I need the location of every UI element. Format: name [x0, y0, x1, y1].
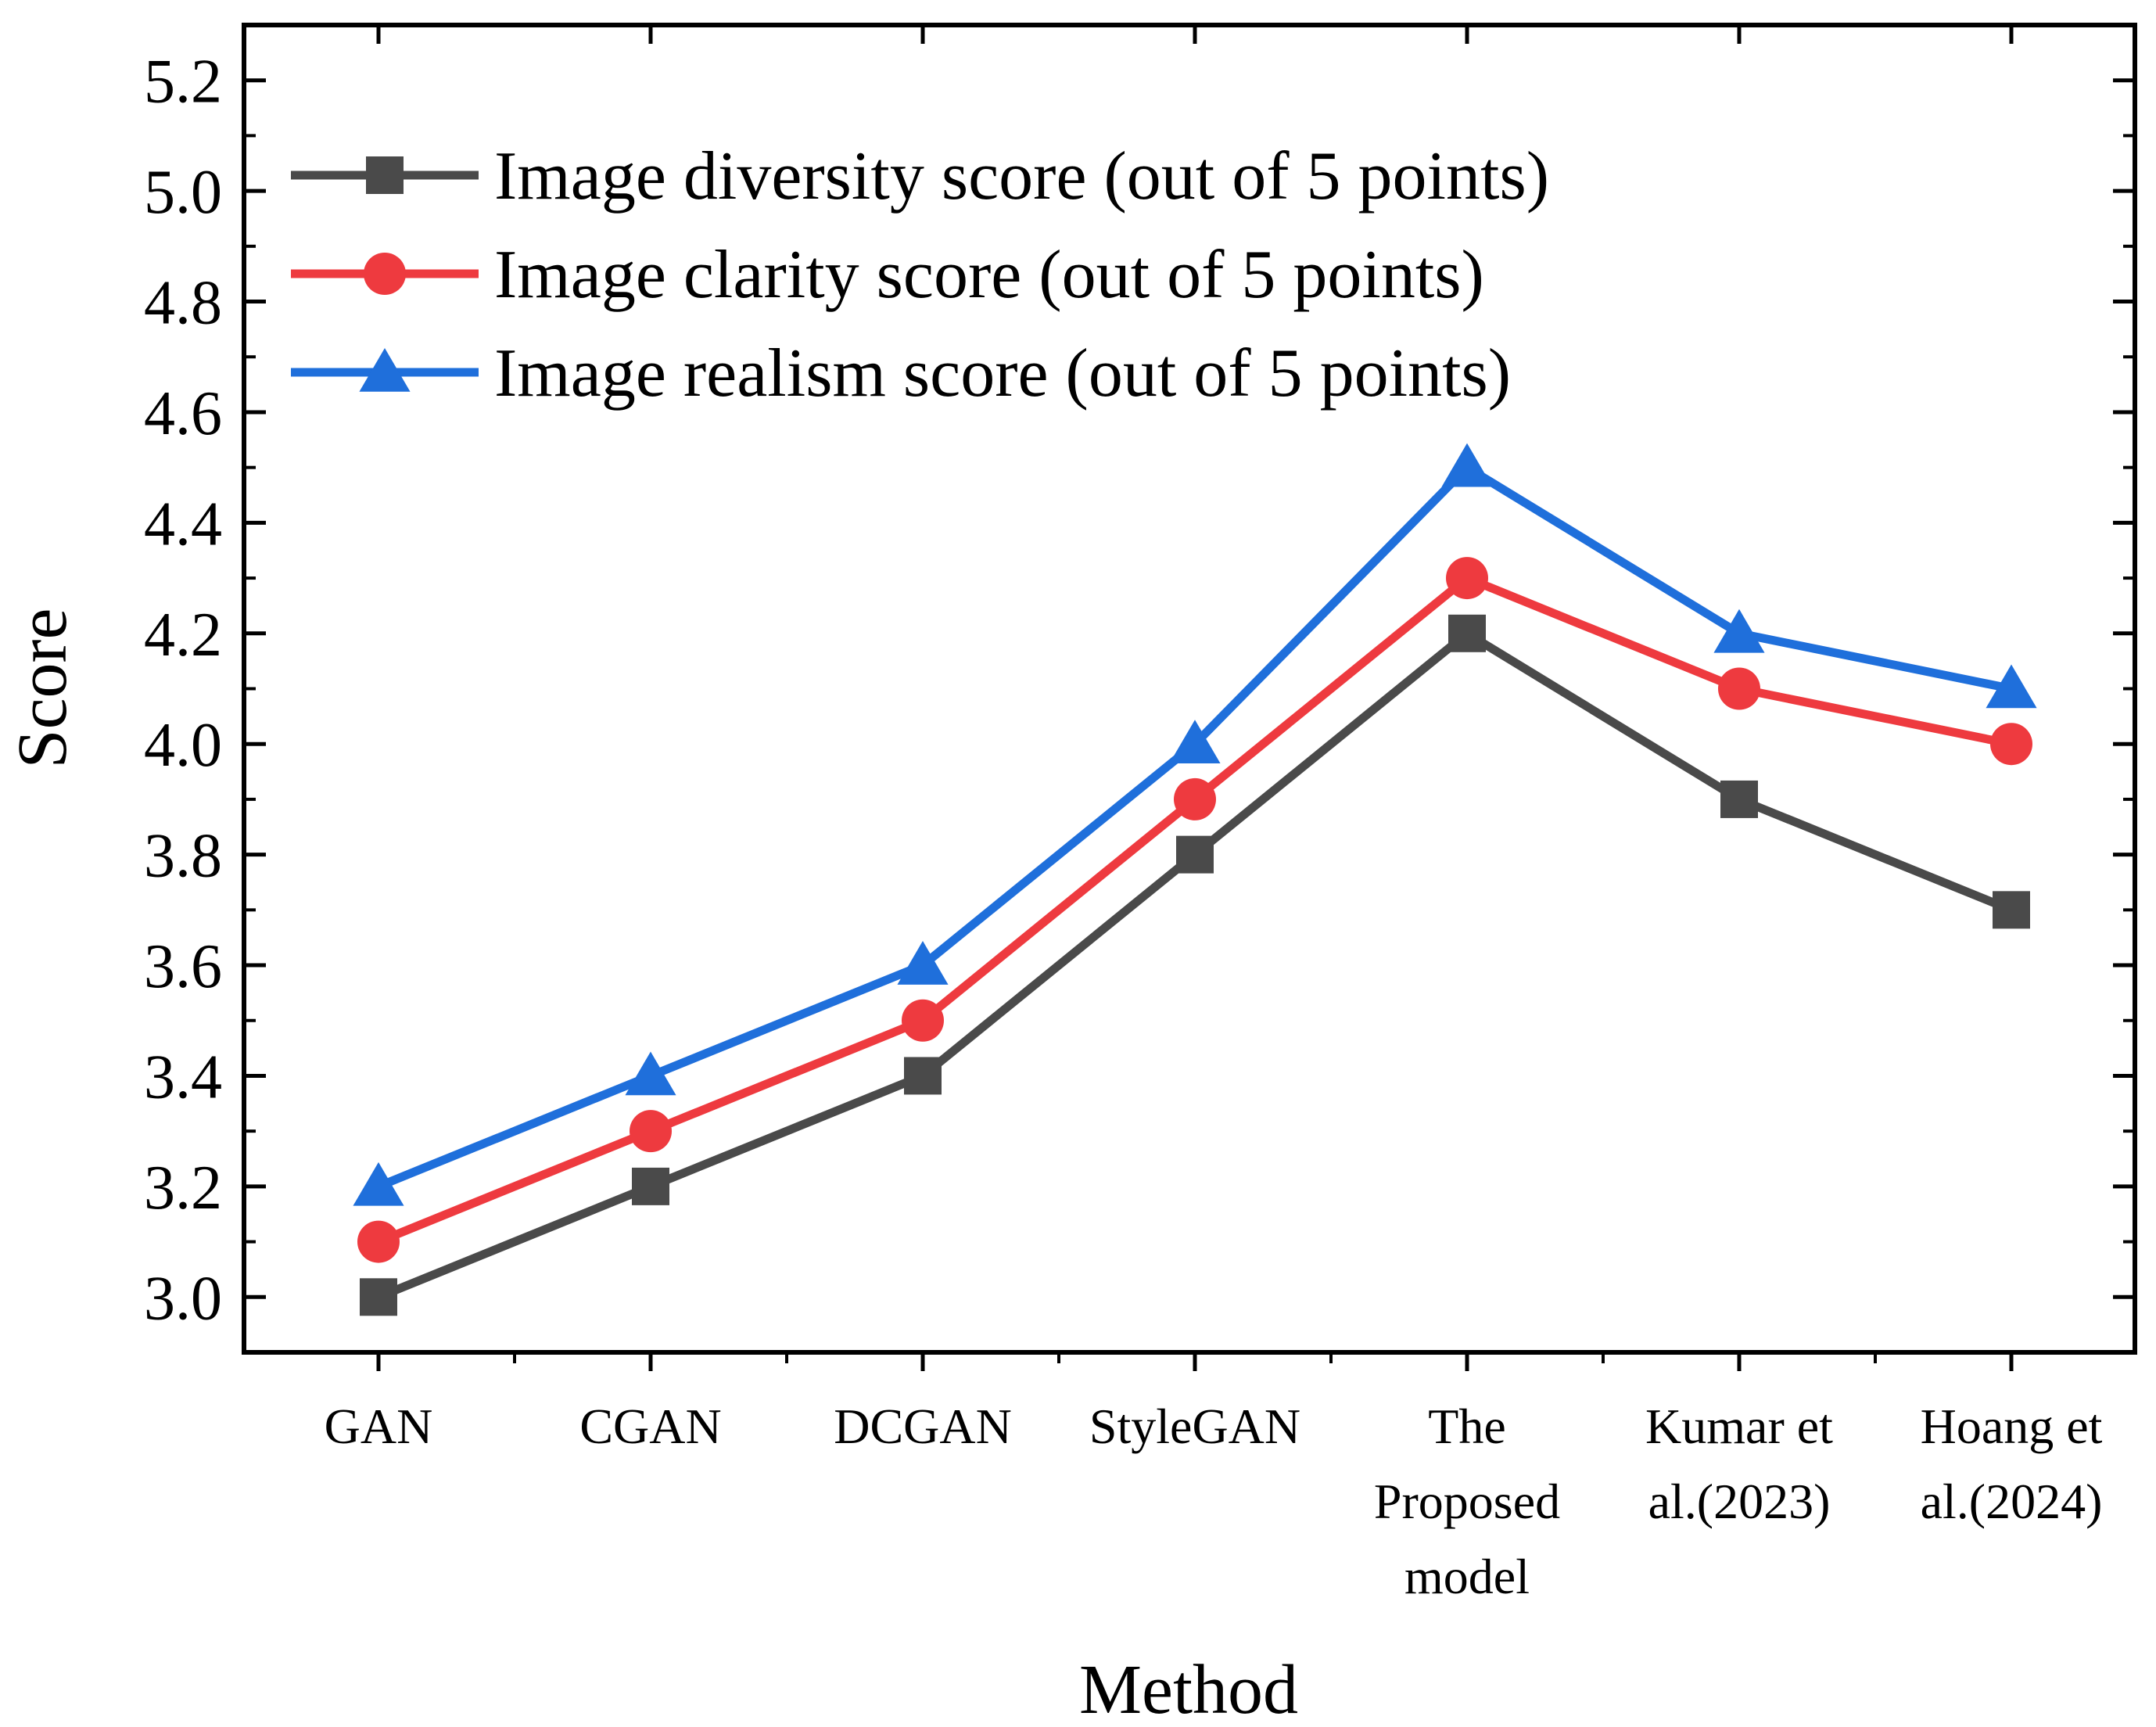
- legend-label: Image diversity score (out of 5 points): [494, 138, 1549, 214]
- y-tick-label: 5.2: [144, 48, 222, 117]
- data-point: [902, 999, 944, 1042]
- x-category-label-line: Hoang et: [1921, 1398, 2103, 1454]
- x-category-label: Kumar et al.(2023): [1645, 1398, 1833, 1529]
- y-tick-label: 3.6: [144, 932, 222, 1001]
- series-circle: [357, 557, 2032, 1263]
- legend-label: Image realism score (out of 5 points): [494, 336, 1511, 411]
- legend-swatch-marker: [359, 348, 411, 392]
- data-point: [632, 1167, 669, 1205]
- legend-entry: Image realism score (out of 5 points): [291, 336, 1511, 411]
- legend: Image diversity score (out of 5 points) I…: [291, 138, 1549, 411]
- data-point: [353, 1162, 404, 1206]
- x-category-label-line: al.(2024): [1921, 1474, 2103, 1529]
- data-point: [1986, 664, 2037, 709]
- x-category-label: CGAN: [579, 1398, 721, 1454]
- legend-entry: Image clarity score (out of 5 points): [291, 237, 1484, 313]
- data-point: [1448, 614, 1486, 652]
- y-tick-label: 4.2: [144, 601, 222, 670]
- x-axis-title: Method: [1079, 1651, 1298, 1727]
- y-tick-label: 4.4: [144, 490, 222, 558]
- plot-frame: [242, 23, 2137, 1355]
- x-category-label: GAN: [325, 1398, 433, 1454]
- legend-entry: Image diversity score (out of 5 points): [291, 138, 1549, 214]
- data-point: [1720, 780, 1758, 818]
- data-point: [1446, 557, 1488, 600]
- data-point: [904, 1057, 942, 1095]
- series-line: [376, 461, 2013, 1190]
- data-point: [357, 1220, 400, 1263]
- y-tick-label: 3.0: [144, 1264, 222, 1333]
- x-category-label-line: model: [1404, 1549, 1530, 1604]
- y-tick-label: 3.2: [144, 1154, 222, 1223]
- y-tick-label: 4.8: [144, 269, 222, 338]
- series-square: [360, 614, 2030, 1316]
- data-point: [630, 1110, 672, 1153]
- series-line: [376, 573, 2013, 1246]
- x-category-label-line: DCGAN: [834, 1398, 1012, 1454]
- data-point: [360, 1278, 397, 1316]
- y-tick-label: 3.4: [144, 1043, 222, 1111]
- y-tick-label: 4.6: [144, 379, 222, 448]
- data-point: [1993, 891, 2030, 929]
- data-point: [1713, 609, 1765, 653]
- x-axis: GAN CGAN DCGAN StyleGAN The Proposed model Kuma…: [325, 25, 2103, 1604]
- x-category-label-line: CGAN: [579, 1398, 721, 1454]
- x-category-label: DCGAN: [834, 1398, 1012, 1454]
- x-category-label-line: Proposed: [1374, 1474, 1560, 1529]
- legend-swatch-marker: [366, 156, 404, 194]
- x-category-label: StyleGAN: [1089, 1398, 1300, 1454]
- data-point: [1174, 777, 1216, 820]
- legend-label: Image clarity score (out of 5 points): [494, 237, 1484, 313]
- series-triangle: [353, 443, 2037, 1206]
- x-category-label-line: StyleGAN: [1089, 1398, 1300, 1454]
- data-point: [1990, 723, 2032, 766]
- y-tick-label: 4.0: [144, 711, 222, 780]
- x-category-label-line: Kumar et: [1645, 1398, 1833, 1454]
- data-point: [1169, 720, 1221, 764]
- data-point: [897, 941, 949, 985]
- legend-swatch-marker: [364, 253, 406, 295]
- x-category-label-line: al.(2023): [1648, 1474, 1831, 1529]
- y-axis-title: Score: [4, 609, 81, 769]
- y-axis: 3.0 3.2 3.4 3.6 3.8 4.0 4.2 4.4 4.6 4.8 5.0 5.2: [144, 48, 2135, 1333]
- data-point: [1441, 443, 1493, 487]
- y-tick-label: 5.0: [144, 158, 222, 227]
- data-point: [1718, 667, 1760, 710]
- data-point: [625, 1051, 676, 1096]
- y-tick-label: 3.8: [144, 822, 222, 891]
- data-point: [1176, 835, 1214, 874]
- x-category-label-line: GAN: [325, 1398, 433, 1454]
- x-category-label-line: The: [1428, 1398, 1506, 1454]
- series-layer: [353, 443, 2037, 1316]
- x-category-label: Hoang et al.(2024): [1921, 1398, 2103, 1529]
- x-category-label: The Proposed model: [1374, 1398, 1560, 1604]
